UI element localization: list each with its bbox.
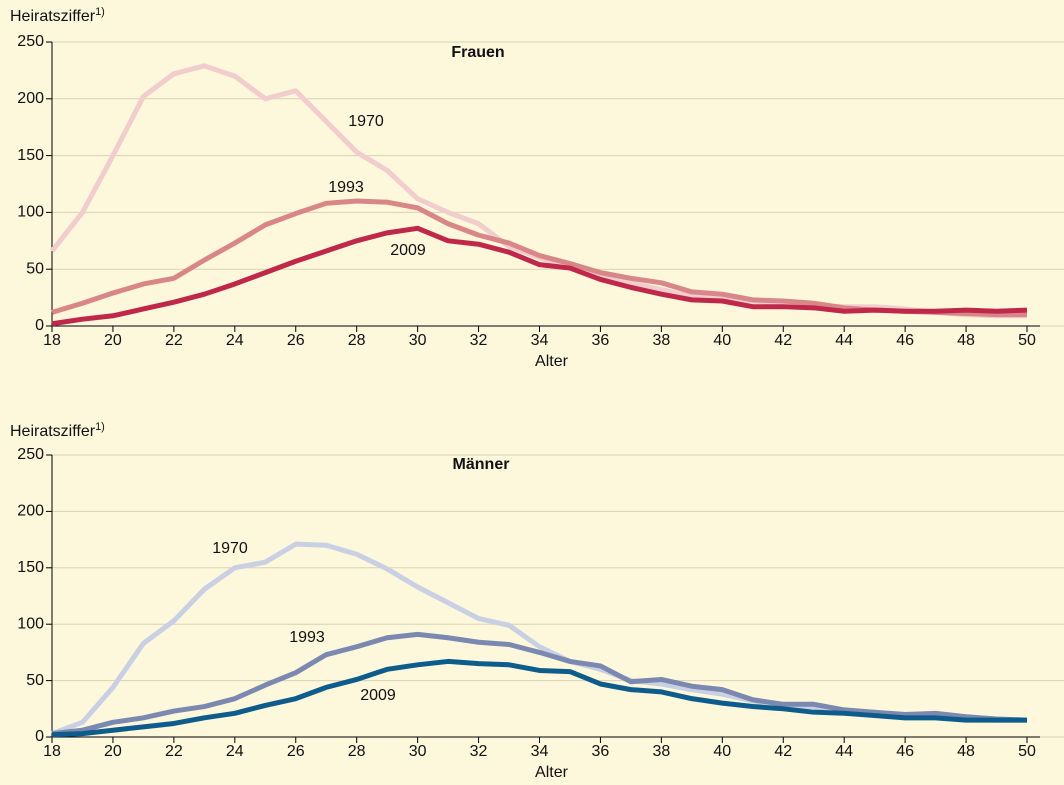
- x-tick-label: 18: [43, 743, 61, 760]
- x-axis-label: Alter: [535, 353, 569, 370]
- y-tick-label: 100: [17, 615, 44, 632]
- y-tick-label: 150: [17, 147, 44, 164]
- chart-title: Frauen: [451, 44, 504, 61]
- y-tick-label: 0: [35, 317, 44, 334]
- y-tick-label: 250: [17, 33, 44, 50]
- x-axis-label: Alter: [535, 764, 569, 781]
- x-tick-label: 32: [470, 743, 488, 760]
- y-tick-label: 50: [26, 260, 44, 277]
- y-tick-label: 50: [26, 672, 44, 689]
- series-line: [51, 631, 1028, 737]
- x-tick-label: 42: [774, 332, 792, 349]
- y-axis-label: Heiratsziffer1): [10, 6, 105, 25]
- series-label: 1970: [348, 113, 384, 130]
- x-tick-label: 36: [592, 743, 610, 760]
- x-tick-label: 46: [896, 743, 914, 760]
- x-tick-label: 20: [104, 743, 122, 760]
- y-tick-label: 0: [35, 728, 44, 745]
- x-tick-label: 44: [835, 332, 853, 349]
- x-tick-label: 30: [409, 332, 427, 349]
- y-label-text: Heiratsziffer: [10, 423, 96, 440]
- x-tick-label: 38: [652, 743, 670, 760]
- y-label-text: Heiratsziffer: [10, 8, 96, 25]
- chart: 0 50 100 150 200 250 18 20 22 24 26 28 30 32 34 36 38 40 4…: [10, 421, 1064, 781]
- x-tick-label: 22: [165, 332, 183, 349]
- x-tick-label: 46: [896, 332, 914, 349]
- x-tick-label: 38: [652, 332, 670, 349]
- y-tick-label: 250: [17, 446, 44, 463]
- x-tick-label: 30: [409, 743, 427, 760]
- x-tick-label: 50: [1018, 743, 1036, 760]
- series-label: 2009: [360, 687, 396, 704]
- x-tick-label: 36: [592, 332, 610, 349]
- y-label-note: 1): [95, 6, 105, 18]
- y-tick-label: 150: [17, 559, 44, 576]
- series-label: 1993: [328, 179, 364, 196]
- y-tick-label: 100: [17, 204, 44, 221]
- x-tick-label: 24: [226, 743, 244, 760]
- series-label: 1993: [289, 629, 325, 646]
- x-tick-label: 26: [287, 743, 305, 760]
- x-tick-label: 32: [470, 332, 488, 349]
- x-tick-label: 34: [531, 332, 549, 349]
- x-tick-label: 42: [774, 743, 792, 760]
- x-tick-label: 22: [165, 743, 183, 760]
- chart: 0 50 100 150 200 250 18 20 22 24 26 28 30 32 34 36 38 40 4…: [10, 6, 1064, 370]
- series-line: [51, 658, 1027, 738]
- series-line: [51, 225, 1028, 327]
- y-label-note: 1): [95, 421, 105, 433]
- y-axis-label: Heiratsziffer1): [10, 421, 105, 440]
- series-label: 2009: [390, 242, 426, 259]
- x-tick-label: 34: [531, 743, 549, 760]
- y-tick-label: 200: [17, 503, 44, 520]
- x-tick-label: 24: [226, 332, 244, 349]
- series-label: 1970: [212, 540, 248, 557]
- x-tick-label: 44: [835, 743, 853, 760]
- y-tick-label: 200: [17, 90, 44, 107]
- x-tick-label: 40: [713, 332, 731, 349]
- x-tick-label: 48: [957, 332, 975, 349]
- x-tick-label: 20: [104, 332, 122, 349]
- x-tick-label: 50: [1018, 332, 1036, 349]
- chart-title: Männer: [453, 456, 510, 473]
- x-tick-label: 28: [348, 743, 366, 760]
- x-tick-label: 40: [713, 743, 731, 760]
- x-tick-label: 26: [287, 332, 305, 349]
- series-line: [50, 63, 1027, 319]
- x-tick-label: 48: [957, 743, 975, 760]
- x-tick-label: 18: [43, 332, 61, 349]
- x-tick-label: 28: [348, 332, 366, 349]
